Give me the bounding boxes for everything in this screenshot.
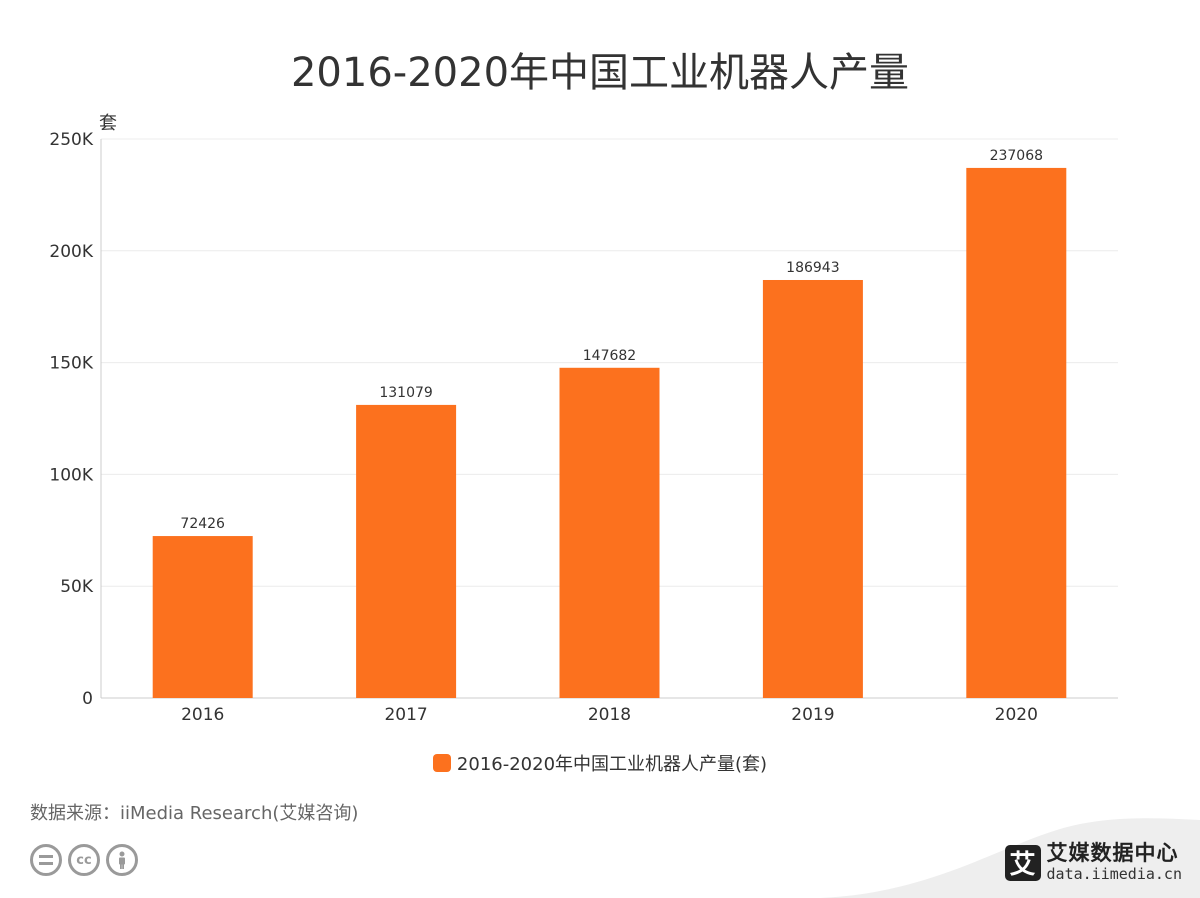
chart-title: 2016-2020年中国工业机器人产量 (290, 50, 910, 96)
data-label-2018: 147682 (583, 348, 636, 364)
y-axis-unit: 套 (99, 113, 117, 134)
y-tick-label: 150K (49, 354, 93, 374)
x-tick-label-2019: 2019 (791, 705, 834, 725)
data-label-2019: 186943 (786, 260, 839, 276)
legend-label: 2016-2020年中国工业机器人产量(套) (456, 754, 768, 775)
brand-url: data.iimedia.cn (1046, 865, 1182, 883)
bar-2017 (356, 404, 457, 698)
data-label-2016: 72426 (180, 516, 225, 532)
y-tick-label: 50K (60, 577, 94, 597)
x-tick-label-2020: 2020 (995, 705, 1038, 725)
cc-icon: cc (68, 844, 100, 876)
data-label-2020: 237068 (990, 148, 1043, 164)
equals-icon (30, 844, 62, 876)
brand-name: 艾媒数据中心 (1046, 841, 1179, 865)
source-note: 数据来源：iiMedia Research(艾媒咨询) (30, 803, 359, 824)
brand-logo-block: 艾 艾媒数据中心 data.iimedia.cn (1004, 841, 1182, 883)
legend[interactable]: 2016-2020年中国工业机器人产量(套) (0, 750, 1200, 776)
person-icon (106, 844, 138, 876)
bar-2018 (559, 367, 660, 698)
legend-swatch (432, 754, 451, 772)
x-tick-label-2016: 2016 (181, 705, 224, 725)
y-tick-label: 100K (49, 465, 93, 485)
y-tick-label: 200K (49, 242, 93, 262)
x-tick-label-2017: 2017 (384, 705, 427, 725)
license-icons: cc (30, 844, 138, 876)
bar-2016 (152, 536, 253, 698)
y-tick-label: 0 (82, 689, 93, 709)
y-tick-label: 250K (49, 130, 93, 150)
x-tick-label-2018: 2018 (588, 705, 631, 725)
bar-2019 (762, 279, 863, 698)
data-label-2017: 131079 (379, 385, 432, 401)
bar-2020 (966, 167, 1067, 698)
brand-logo-icon: 艾 (1004, 844, 1041, 881)
